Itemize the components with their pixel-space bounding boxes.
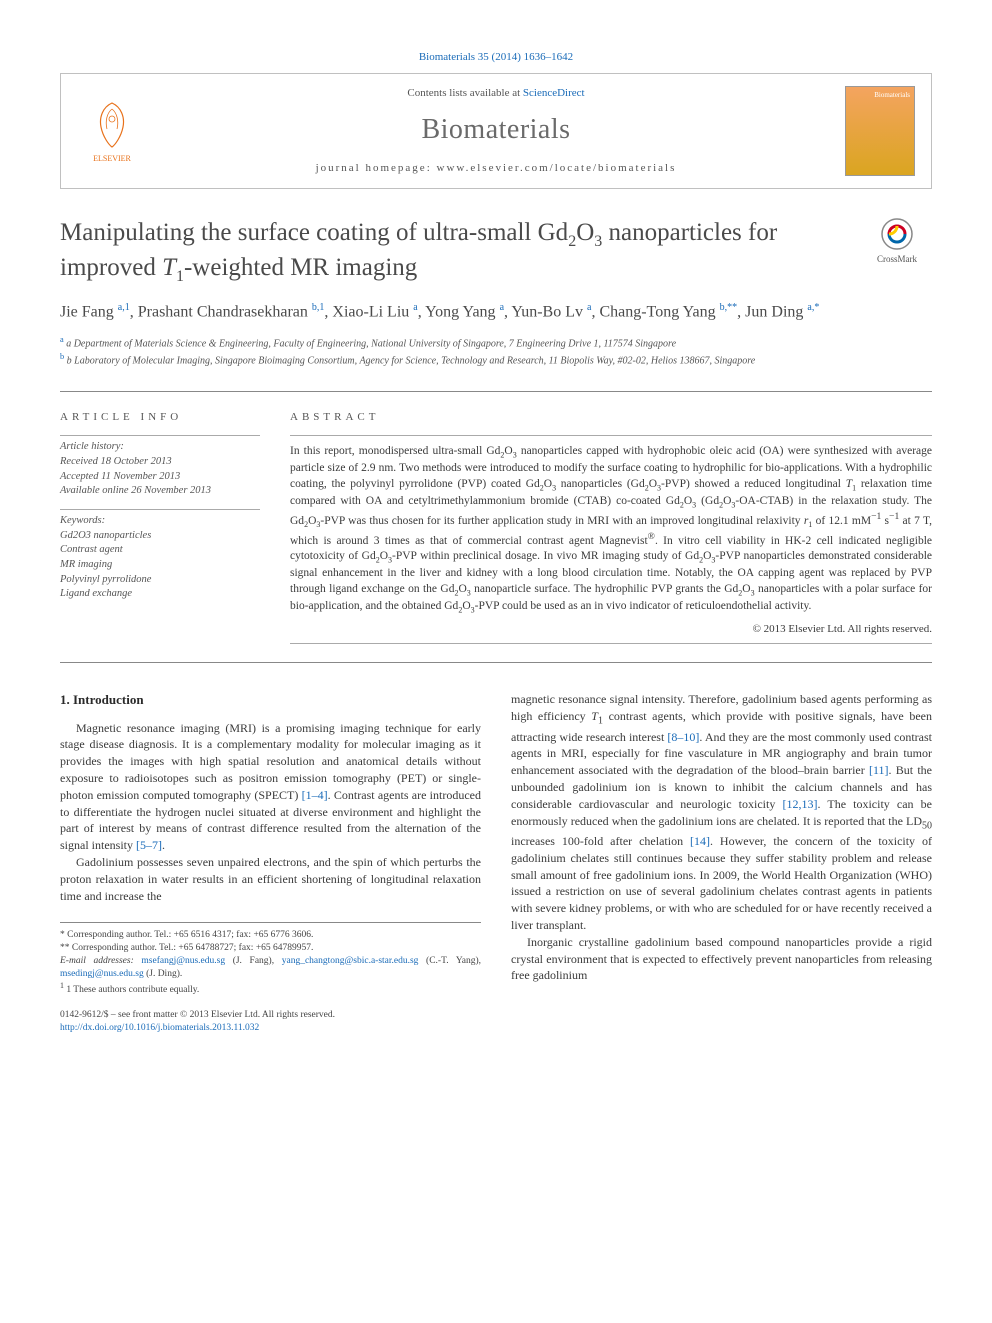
journal-header: ELSEVIER Contents lists available at Sci… [60, 73, 932, 189]
article-info-label: ARTICLE INFO [60, 410, 260, 425]
paragraph: magnetic resonance signal intensity. The… [511, 691, 932, 933]
right-column: magnetic resonance signal intensity. The… [511, 691, 932, 996]
crossmark-label: CrossMark [877, 253, 917, 266]
keyword: Gd2O3 nanoparticles [60, 529, 260, 544]
abstract-copyright: © 2013 Elsevier Ltd. All rights reserved… [290, 622, 932, 637]
abstract-label: ABSTRACT [290, 410, 932, 425]
section-heading: 1. Introduction [60, 691, 481, 709]
paragraph: Magnetic resonance imaging (MRI) is a pr… [60, 720, 481, 854]
journal-homepage: journal homepage: www.elsevier.com/locat… [147, 161, 845, 176]
divider [60, 662, 932, 663]
article-info: ARTICLE INFO Article history: Received 1… [60, 410, 260, 645]
elsevier-logo: ELSEVIER [77, 91, 147, 171]
keyword: Ligand exchange [60, 587, 260, 602]
citation: Biomaterials 35 (2014) 1636–1642 [60, 50, 932, 65]
affiliations: a a Department of Materials Science & En… [60, 334, 932, 369]
email-link[interactable]: msefangj@nus.edu.sg [141, 956, 225, 966]
journal-name: Biomaterials [147, 110, 845, 149]
sciencedirect-link[interactable]: ScienceDirect [523, 87, 585, 99]
elsevier-label: ELSEVIER [93, 153, 131, 164]
contents-available: Contents lists available at ScienceDirec… [147, 86, 845, 101]
authors: Jie Fang a,1, Prashant Chandrasekharan b… [60, 301, 932, 324]
article-title: Manipulating the surface coating of ultr… [60, 217, 842, 287]
email-link[interactable]: msedingj@nus.edu.sg [60, 969, 144, 979]
doi-link[interactable]: http://dx.doi.org/10.1016/j.biomaterials… [60, 1023, 259, 1033]
front-matter: 0142-9612/$ – see front matter © 2013 El… [60, 1009, 335, 1022]
left-column: 1. Introduction Magnetic resonance imagi… [60, 691, 481, 996]
keyword: Polyvinyl pyrrolidone [60, 573, 260, 588]
journal-cover-thumb: Biomaterials [845, 86, 915, 176]
paragraph: Inorganic crystalline gadolinium based c… [511, 934, 932, 984]
paragraph: Gadolinium possesses seven unpaired elec… [60, 854, 481, 904]
crossmark-badge[interactable]: CrossMark [862, 217, 932, 266]
abstract: ABSTRACT In this report, monodispersed u… [290, 410, 932, 645]
divider [60, 391, 932, 392]
abstract-text: In this report, monodispersed ultra-smal… [290, 444, 932, 616]
body-columns: 1. Introduction Magnetic resonance imagi… [60, 691, 932, 996]
keyword: Contrast agent [60, 543, 260, 558]
footnotes: * Corresponding author. Tel.: +65 6516 4… [60, 922, 481, 996]
email-link[interactable]: yang_changtong@sbic.a-star.edu.sg [282, 956, 419, 966]
page-footer: 0142-9612/$ – see front matter © 2013 El… [60, 1009, 932, 1036]
keyword: MR imaging [60, 558, 260, 573]
